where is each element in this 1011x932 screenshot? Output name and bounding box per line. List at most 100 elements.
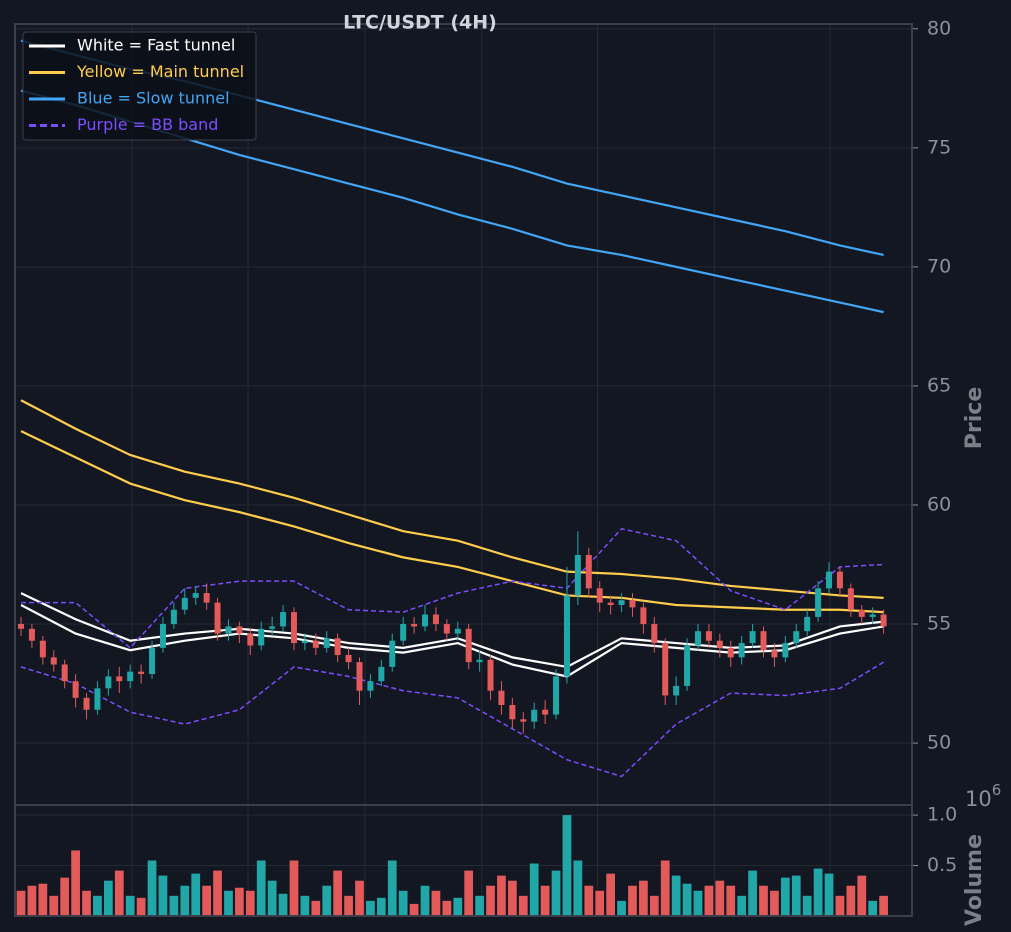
volume-bar <box>267 880 277 916</box>
volume-bar <box>486 885 495 916</box>
candle-body <box>159 624 166 648</box>
volume-bar <box>136 897 146 916</box>
volume-bar <box>256 860 266 916</box>
candle-body <box>847 588 854 610</box>
volume-bar <box>311 900 321 916</box>
volume-bar <box>103 880 113 916</box>
chart-title: LTC/USDT (4H) <box>343 12 497 34</box>
volume-bar <box>71 850 80 916</box>
volume-bar <box>409 903 419 916</box>
candle-body <box>684 645 691 686</box>
volume-bar <box>868 900 878 916</box>
candle-body <box>727 647 734 658</box>
candle-body <box>705 631 712 641</box>
candle-body <box>280 612 287 627</box>
y-tick-label: 80 <box>927 17 951 39</box>
legend-label: Purple = BB band <box>77 115 218 134</box>
candle-body <box>334 638 341 655</box>
candle-body <box>312 640 319 648</box>
band-line <box>21 527 884 649</box>
offset-base: 10 <box>965 787 992 811</box>
candle-body <box>269 626 276 629</box>
candle-body <box>694 631 701 646</box>
band-line <box>20 399 884 599</box>
candle-body <box>105 676 112 689</box>
candle-body <box>192 593 199 598</box>
y-tick-label: 0.5 <box>927 854 957 876</box>
candle-body <box>138 671 145 675</box>
candle-body <box>563 595 570 677</box>
y-axis-label: Price <box>962 387 987 449</box>
volume-bar <box>660 860 670 916</box>
volume-bar <box>879 895 888 916</box>
candle-body <box>301 640 308 644</box>
candle-body <box>149 647 156 675</box>
volume-bar <box>748 870 757 916</box>
candle-body <box>411 624 418 627</box>
candle-body <box>28 628 35 641</box>
candle-body <box>323 638 330 648</box>
volume-bar <box>213 870 222 916</box>
legend-label: Blue = Slow tunnel <box>77 89 230 108</box>
volume-bar <box>639 880 648 916</box>
y-tick-label: 65 <box>927 374 951 396</box>
volume-bar <box>617 900 626 916</box>
candle-body <box>793 631 800 644</box>
volume-bar <box>93 895 102 916</box>
candle-body <box>498 690 505 705</box>
volume-bar <box>595 890 605 916</box>
candle-body <box>509 704 516 720</box>
volume-bar <box>540 885 550 916</box>
volume-bar <box>475 895 484 916</box>
candle-body <box>531 709 538 722</box>
volume-bar <box>813 868 823 916</box>
candle-body <box>618 600 625 605</box>
volume-bar <box>759 885 768 916</box>
candle-body <box>290 612 297 644</box>
volume-bar <box>398 890 408 916</box>
volume-bar <box>180 885 190 916</box>
volume-bar <box>245 890 255 916</box>
volume-bar <box>682 883 692 916</box>
volume-bar <box>38 883 48 916</box>
candle-body <box>465 628 472 663</box>
y-tick-label: 60 <box>927 493 951 515</box>
volume-bar <box>125 895 135 916</box>
candle-body <box>880 614 887 627</box>
candle-body <box>378 666 385 682</box>
candle-body <box>585 554 592 589</box>
candle-body <box>476 659 483 663</box>
volume-bar <box>835 895 845 916</box>
candle-body <box>716 640 723 648</box>
volume-bar <box>289 860 299 916</box>
volume-bar <box>726 885 736 916</box>
band-line <box>20 661 884 778</box>
candle-body <box>454 628 461 634</box>
candle-body <box>804 616 811 632</box>
candle-body <box>542 709 549 715</box>
candle-body <box>596 588 603 603</box>
volume-bar <box>344 895 353 916</box>
volume-bar <box>16 890 26 916</box>
candle-body <box>258 628 265 646</box>
candle-body <box>432 614 439 625</box>
candle-body <box>760 631 767 651</box>
volume-bar <box>27 885 37 916</box>
candle-body <box>443 624 450 634</box>
candle-body <box>389 640 396 667</box>
y-tick-label: 55 <box>927 613 951 635</box>
candle-body <box>836 571 843 589</box>
volume-bar <box>846 885 856 916</box>
candle-body <box>247 633 254 646</box>
volume-bar <box>235 887 244 916</box>
volume-bar <box>649 895 659 916</box>
y-tick-label: 50 <box>927 732 951 754</box>
candle-body <box>127 671 134 682</box>
y-tick-label: 75 <box>927 136 951 158</box>
candle-body <box>422 614 429 627</box>
volume-bar <box>169 895 179 916</box>
volume-bar <box>453 897 463 916</box>
volume-bar <box>507 880 517 916</box>
volume-bar <box>562 815 572 916</box>
